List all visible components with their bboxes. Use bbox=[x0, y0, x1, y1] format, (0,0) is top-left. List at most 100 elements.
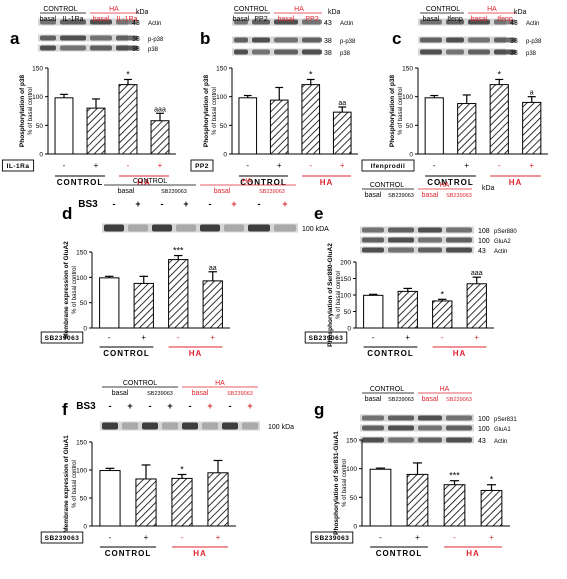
blot-kda: 38 bbox=[132, 46, 140, 53]
blot-band bbox=[468, 19, 490, 25]
blot-band bbox=[142, 422, 158, 430]
group-label-ha: HA bbox=[137, 178, 151, 187]
blot-lane-label: Ifenp bbox=[497, 16, 513, 23]
y-tick-label: 50 bbox=[406, 123, 414, 130]
blot-header-control: CONTROL bbox=[43, 6, 77, 13]
blot-band bbox=[152, 224, 172, 232]
y-axis-sublabel: % of basal control bbox=[72, 460, 78, 508]
treatment-sign: - bbox=[127, 161, 130, 170]
y-tick-label: 0 bbox=[409, 152, 413, 159]
bar-a-2 bbox=[86, 107, 106, 155]
blot-protein: Actin bbox=[340, 21, 353, 27]
bar-a-3 bbox=[118, 84, 138, 155]
y-tick-label: 150 bbox=[32, 66, 43, 73]
blot-band bbox=[242, 422, 258, 430]
blot-band bbox=[162, 422, 178, 430]
treatment-sign: + bbox=[277, 161, 282, 170]
bar-f-1 bbox=[99, 470, 121, 527]
treatment-sign: + bbox=[158, 161, 163, 170]
y-axis-label: Phosphorylation of Ser880-GluA2 bbox=[327, 243, 334, 347]
bs3-label: BS3 bbox=[76, 401, 96, 412]
significance-label: aaa bbox=[471, 270, 483, 277]
blot-band bbox=[60, 35, 86, 41]
blot-protein: GluA2 bbox=[494, 239, 511, 245]
treatment-box bbox=[304, 331, 348, 344]
group-label-ha: HA bbox=[466, 549, 480, 558]
blot-band bbox=[418, 425, 442, 431]
significance-label: a bbox=[530, 90, 534, 97]
panel-letter-c: c bbox=[392, 29, 401, 48]
y-tick-label: 150 bbox=[346, 438, 357, 445]
treatment-sign: + bbox=[415, 533, 420, 542]
treatment-sign: + bbox=[405, 333, 410, 342]
blot-protein: pSer831 bbox=[494, 417, 517, 423]
blot-lane-label: SB239063 bbox=[227, 391, 253, 397]
blot-band bbox=[60, 19, 86, 25]
y-tick-label: 100 bbox=[32, 94, 43, 101]
y-tick-label: 150 bbox=[76, 250, 87, 257]
blot-header-ha: HA bbox=[440, 182, 450, 189]
blot-protein: GluA1 bbox=[494, 427, 511, 433]
bs3-sign: + bbox=[231, 199, 236, 209]
treatment-sign: - bbox=[498, 161, 501, 170]
treatment-sign: + bbox=[474, 333, 479, 342]
blot-band bbox=[446, 437, 472, 443]
bs3-label: BS3 bbox=[78, 199, 98, 210]
panel-c: c bbox=[361, 12, 548, 177]
treatment-sign: + bbox=[489, 533, 494, 542]
blot-band bbox=[446, 425, 472, 431]
blot-band bbox=[90, 35, 112, 41]
y-tick-label: 100 bbox=[340, 293, 351, 300]
blot-band bbox=[60, 45, 86, 51]
significance-label: aa bbox=[338, 100, 346, 107]
blot-protein: p-p38 bbox=[526, 39, 542, 45]
panel-letter-e: e bbox=[314, 204, 323, 223]
panel-e: e bbox=[304, 188, 494, 348]
group-label-ha: HA bbox=[189, 349, 203, 358]
blot-band bbox=[446, 237, 472, 243]
blot-band bbox=[418, 227, 442, 233]
significance-label: * bbox=[126, 69, 130, 79]
treatment-sign: - bbox=[109, 533, 112, 542]
blot-band bbox=[494, 19, 516, 25]
blot-protein: p38 bbox=[340, 51, 351, 57]
blot-lane-label: SB239063 bbox=[259, 189, 285, 195]
blot-header-ha: HA bbox=[440, 386, 450, 393]
blot-header-control: CONTROL bbox=[426, 6, 460, 13]
blot-band bbox=[248, 224, 270, 232]
blot-band bbox=[40, 19, 56, 25]
significance-label: * bbox=[497, 69, 501, 79]
y-axis-label: Membrane expression of GluA2 bbox=[63, 241, 70, 339]
blot-header-ha: HA bbox=[242, 178, 252, 185]
y-tick-label: 150 bbox=[340, 276, 351, 283]
bs3-sign: + bbox=[135, 199, 140, 209]
treatment-sign: - bbox=[433, 161, 436, 170]
blot-band bbox=[176, 224, 196, 232]
treatment-box bbox=[361, 159, 415, 172]
blot-lane-label: IL-1Ra bbox=[62, 16, 83, 23]
y-tick-label: 100 bbox=[346, 466, 357, 473]
bar-e-3 bbox=[432, 300, 453, 329]
group-label-control: CONTROL bbox=[240, 178, 287, 187]
blot-band bbox=[274, 49, 298, 55]
y-tick-label: 50 bbox=[350, 495, 358, 502]
bar-g-4 bbox=[480, 489, 503, 527]
blot-lane-label: Ifenp bbox=[447, 16, 463, 23]
blot-lane-label: basal bbox=[40, 16, 57, 23]
y-axis-sublabel: % of basal control bbox=[28, 87, 34, 135]
treatment-box bbox=[1, 159, 35, 172]
blot-band bbox=[362, 425, 384, 431]
blot-band bbox=[104, 224, 124, 232]
treatment-sign: - bbox=[372, 333, 375, 342]
group-label-control: CONTROL bbox=[105, 549, 152, 558]
treatment-sign: + bbox=[216, 533, 221, 542]
treatment-sign: - bbox=[63, 161, 66, 170]
significance-label: * bbox=[490, 475, 494, 485]
bar-b-1 bbox=[238, 97, 258, 155]
blot-band bbox=[446, 227, 472, 233]
bar-a-4 bbox=[150, 120, 170, 155]
treatment-label: SB239063 bbox=[315, 535, 350, 542]
bar-f-2 bbox=[135, 478, 157, 527]
blot-band bbox=[468, 49, 490, 55]
treatment-sign: - bbox=[181, 533, 184, 542]
